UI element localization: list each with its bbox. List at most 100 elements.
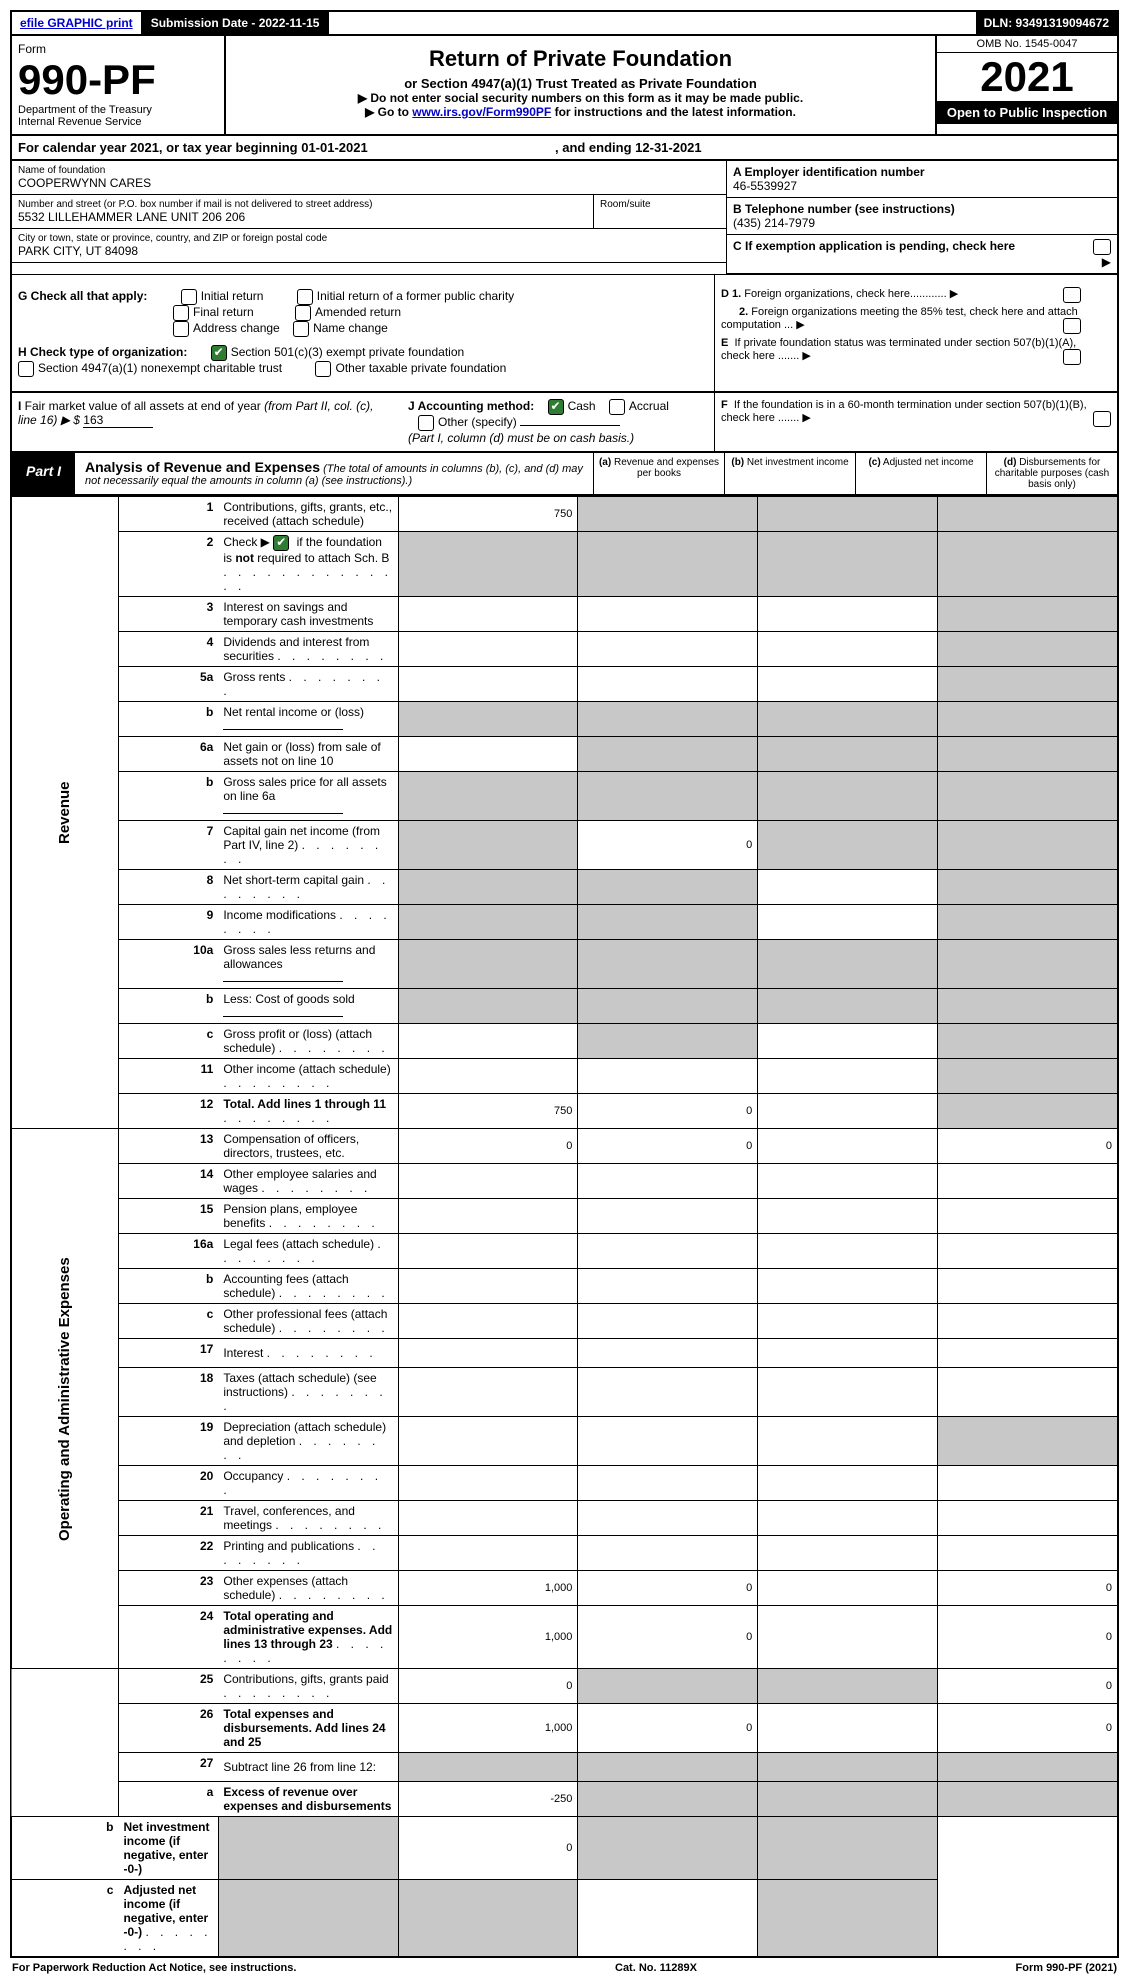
line-number: b	[11, 1817, 118, 1880]
value-cell	[758, 1753, 938, 1782]
value-cell	[938, 497, 1119, 532]
table-row: bNet rental income or (loss)	[11, 702, 1118, 737]
exemption-checkbox[interactable]	[1093, 239, 1111, 255]
tax-year: 2021	[937, 53, 1117, 101]
line-number: 5a	[118, 667, 218, 702]
value-cell: 750	[398, 1094, 578, 1129]
amended-checkbox[interactable]	[295, 305, 311, 321]
line-number: 22	[118, 1536, 218, 1571]
value-cell	[578, 1368, 758, 1417]
efile-link[interactable]: efile GRAPHIC print	[20, 16, 133, 30]
part1-tab: Part I	[12, 453, 75, 494]
line-number: 3	[118, 597, 218, 632]
line-number: 10a	[118, 940, 218, 989]
calendar-year-row: For calendar year 2021, or tax year begi…	[10, 136, 1119, 161]
line-number: 27	[118, 1753, 218, 1782]
line-number: 20	[118, 1466, 218, 1501]
value-cell	[578, 1417, 758, 1466]
4947-checkbox[interactable]	[18, 361, 34, 377]
line-description: Contributions, gifts, grants, etc., rece…	[218, 497, 398, 532]
value-cell	[578, 1753, 758, 1782]
value-cell	[578, 1466, 758, 1501]
initial-former-checkbox[interactable]	[297, 289, 313, 305]
d2-checkbox[interactable]	[1063, 318, 1081, 334]
value-cell	[938, 532, 1119, 597]
final-return-checkbox[interactable]	[173, 305, 189, 321]
part1-table: Revenue1Contributions, gifts, grants, et…	[10, 496, 1119, 1958]
accrual-checkbox[interactable]	[609, 399, 625, 415]
line-description: Adjusted net income (if negative, enter …	[118, 1880, 218, 1958]
fmv-value: 163	[83, 413, 153, 428]
value-cell	[398, 1466, 578, 1501]
city-cell: City or town, state or province, country…	[12, 229, 726, 263]
j-cell: J Accounting method: ✔Cash Accrual Other…	[402, 393, 714, 451]
line-number: 21	[118, 1501, 218, 1536]
value-cell	[758, 1782, 938, 1817]
revenue-side-label: Revenue	[11, 497, 118, 1129]
value-cell	[578, 989, 758, 1024]
value-cell	[398, 1339, 578, 1368]
table-row: cAdjusted net income (if negative, enter…	[11, 1880, 1118, 1958]
value-cell	[758, 1606, 938, 1669]
table-row: 22Printing and publications . . . . . . …	[11, 1536, 1118, 1571]
value-cell	[758, 1817, 938, 1880]
value-cell	[398, 667, 578, 702]
value-cell	[398, 702, 578, 737]
line-description: Other professional fees (attach schedule…	[218, 1304, 398, 1339]
foundation-name: COOPERWYNN CARES	[18, 176, 720, 190]
line-description: Total expenses and disbursements. Add li…	[218, 1704, 398, 1753]
value-cell	[758, 667, 938, 702]
table-row: 24Total operating and administrative exp…	[11, 1606, 1118, 1669]
501c3-checkbox[interactable]: ✔	[211, 345, 227, 361]
value-cell	[758, 532, 938, 597]
name-change-checkbox[interactable]	[293, 321, 309, 337]
value-cell	[578, 1024, 758, 1059]
dept-treasury: Department of the Treasury	[18, 104, 218, 116]
value-cell	[398, 1269, 578, 1304]
table-row: 16aLegal fees (attach schedule) . . . . …	[11, 1234, 1118, 1269]
cash-checkbox[interactable]: ✔	[548, 399, 564, 415]
section-ij-f: I Fair market value of all assets at end…	[10, 393, 1119, 453]
table-row: 21Travel, conferences, and meetings . . …	[11, 1501, 1118, 1536]
form-ref: Form 990-PF (2021)	[1016, 1962, 1118, 1974]
table-row: aExcess of revenue over expenses and dis…	[11, 1782, 1118, 1817]
value-cell	[758, 1571, 938, 1606]
value-cell	[758, 1704, 938, 1753]
value-cell	[758, 1669, 938, 1704]
line-number: 4	[118, 632, 218, 667]
table-row: 26Total expenses and disbursements. Add …	[11, 1704, 1118, 1753]
value-cell	[758, 905, 938, 940]
line-number: 16a	[118, 1234, 218, 1269]
value-cell: 0	[398, 1669, 578, 1704]
value-cell	[938, 702, 1119, 737]
value-cell	[758, 1199, 938, 1234]
g-row: G Check all that apply: Initial return I…	[18, 289, 708, 337]
line-description: Total. Add lines 1 through 11 . . . . . …	[218, 1094, 398, 1129]
other-method-checkbox[interactable]	[418, 415, 434, 431]
value-cell	[758, 1368, 938, 1417]
line-number: 18	[118, 1368, 218, 1417]
table-row: 4Dividends and interest from securities …	[11, 632, 1118, 667]
value-cell	[398, 940, 578, 989]
initial-return-checkbox[interactable]	[181, 289, 197, 305]
d1-checkbox[interactable]	[1063, 287, 1081, 303]
value-cell: 0	[578, 1094, 758, 1129]
e-checkbox[interactable]	[1063, 349, 1081, 365]
value-cell	[758, 1164, 938, 1199]
value-cell: 0	[578, 1129, 758, 1164]
value-cell	[758, 702, 938, 737]
irs-link[interactable]: www.irs.gov/Form990PF	[412, 105, 551, 119]
value-cell	[578, 1880, 758, 1958]
value-cell	[578, 1234, 758, 1269]
omb-number: OMB No. 1545-0047	[937, 36, 1117, 53]
other-taxable-checkbox[interactable]	[315, 361, 331, 377]
f-checkbox[interactable]	[1093, 411, 1111, 427]
value-cell	[938, 989, 1119, 1024]
value-cell: 0	[938, 1606, 1119, 1669]
h-row: H Check type of organization: ✔Section 5…	[18, 345, 708, 377]
part1-title: Analysis of Revenue and Expenses (The to…	[75, 453, 593, 494]
value-cell	[398, 989, 578, 1024]
table-row: cOther professional fees (attach schedul…	[11, 1304, 1118, 1339]
address-change-checkbox[interactable]	[173, 321, 189, 337]
value-cell	[758, 1269, 938, 1304]
